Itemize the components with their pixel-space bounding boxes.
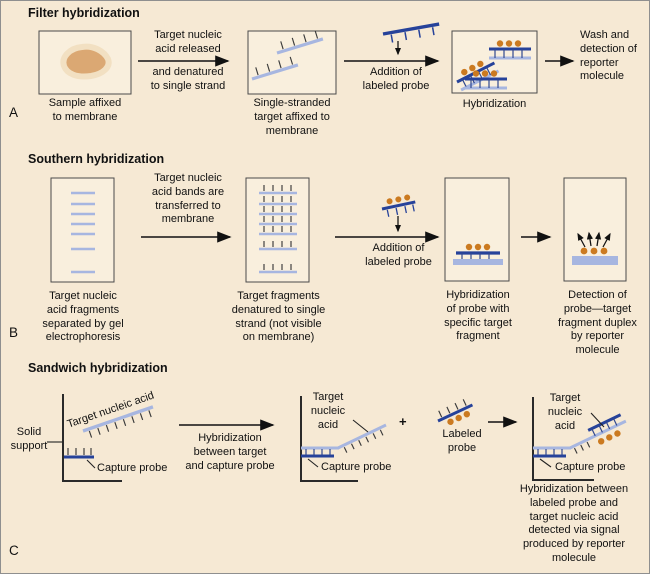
gel-caption: Target nucleic acid fragments separated …	[42, 290, 124, 344]
panel-a-title: Filter hybridization	[28, 6, 140, 20]
capture-probe-icon-1	[64, 448, 94, 459]
labeled-probe-icon-c	[437, 399, 474, 425]
panel-label-c: C	[9, 543, 19, 558]
sample-caption: Sample affixed to membrane	[48, 97, 122, 123]
labeled-probe-icon-a	[382, 22, 440, 43]
solid-support-label: Solid support	[10, 426, 48, 452]
sample-blob-icon	[60, 43, 112, 80]
panel-label-a: A	[9, 105, 19, 120]
transfer-label-b: Target nucleic acid bands are transferre…	[151, 172, 225, 226]
labeled-probe-label: Labeled probe	[442, 428, 482, 454]
capture-probe-label-2: Capture probe	[321, 461, 392, 473]
target-label-2: Target nucleic acid	[310, 391, 346, 431]
detection-caption-b: Detection of probe—target fragment duple…	[558, 289, 637, 356]
panel-b-title: Southern hybridization	[28, 152, 165, 166]
panel-c-title: Sandwich hybridization	[28, 361, 168, 375]
plus-sign: +	[399, 414, 407, 429]
solid-support-1	[47, 394, 154, 482]
add-probe-label-b: Addition of labeled probe	[365, 242, 432, 268]
arrow1-label-top-a: Target nucleic acid released	[154, 29, 222, 55]
labeled-probe-icon-b	[381, 194, 416, 217]
membrane-caption: Target fragments denatured to single str…	[231, 290, 326, 344]
wash-detection-text: Wash and detection of reporter molecule	[580, 29, 637, 83]
panel-label-b: B	[9, 325, 19, 340]
hybridization-box-a	[451, 30, 538, 94]
target-strand-icon-2	[337, 423, 387, 450]
target-label-3: Target nucleic acid	[547, 392, 583, 432]
capture-probe-label-1: Capture probe	[97, 462, 168, 474]
arrow1-label-bottom-a: and denatured to single strand	[150, 66, 226, 92]
single-strand-box	[247, 27, 337, 95]
single-strand-caption: Single-stranded target affixed to membra…	[253, 97, 331, 137]
target-probe-duplex-icon-3	[569, 413, 627, 454]
membrane-box-b	[245, 177, 310, 283]
add-probe-label-a: Addition of labeled probe	[362, 66, 430, 92]
hybridized-membrane-box-b	[444, 177, 510, 282]
capture-probe-label-3: Capture probe	[555, 461, 626, 473]
target-strand-icon-1	[82, 405, 154, 438]
solid-support-3	[532, 397, 627, 481]
hybridize-label-c: Hybridization between target and capture…	[185, 432, 275, 472]
solid-support-2	[300, 396, 387, 482]
gel-box	[50, 177, 115, 283]
result-caption-c: Hybridization between labeled probe and …	[519, 483, 629, 564]
detection-box-b	[563, 177, 627, 282]
hybridization-caption-a: Hybridization	[462, 98, 527, 110]
sample-membrane-box	[38, 30, 132, 95]
signal-arrows-icon	[577, 231, 611, 248]
hybridization-caption-b: Hybridization of probe with specific tar…	[444, 289, 512, 343]
